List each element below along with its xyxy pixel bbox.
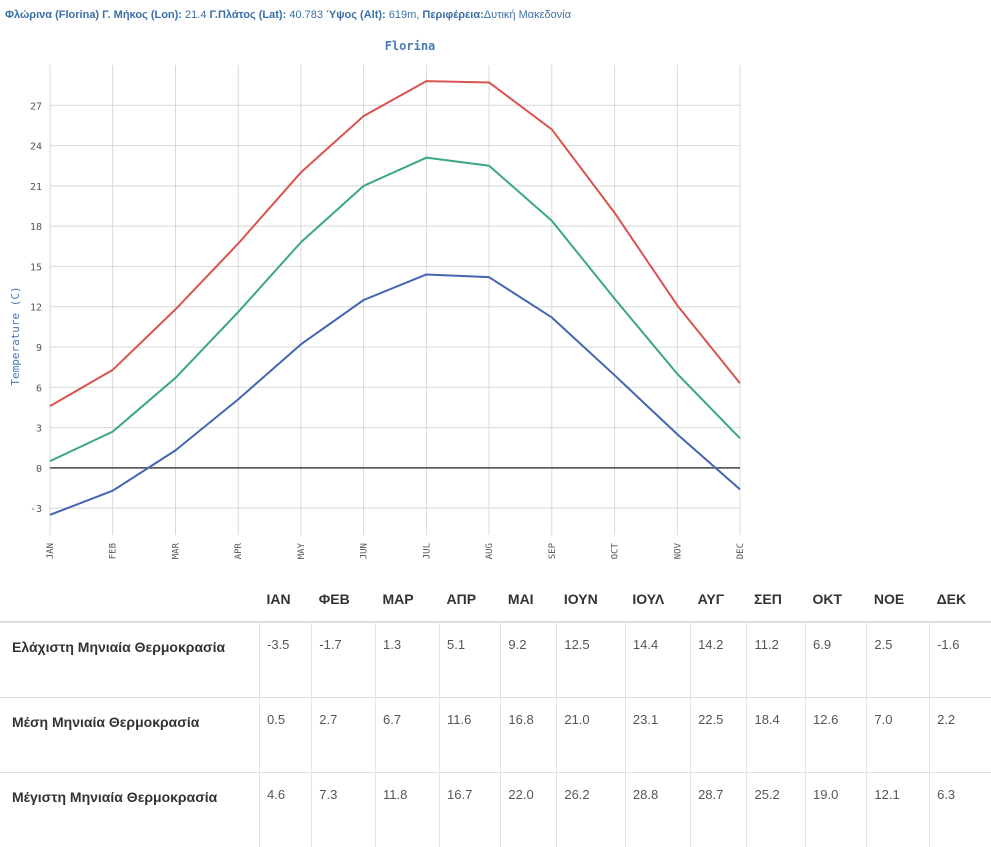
table-cell: -3.5: [260, 622, 312, 698]
table-cell: 11.6: [440, 698, 501, 773]
table-cell: 7.3: [312, 773, 376, 847]
x-tick-label: MAY: [297, 542, 307, 559]
table-cell: 28.7: [691, 773, 747, 847]
y-tick-label: 9: [36, 343, 42, 354]
table-cell: 4.6: [260, 773, 312, 847]
lat-value: 40.783: [289, 9, 323, 21]
x-tick-label: MAR: [171, 542, 181, 559]
y-tick-label: 6: [36, 383, 42, 394]
table-cell: 12.6: [806, 698, 867, 773]
table-cell: 9.2: [501, 622, 557, 698]
x-tick-label: AUG: [485, 543, 495, 559]
table-cell: 0.5: [260, 698, 312, 773]
month-header: ΔΕΚ: [930, 576, 991, 622]
alt-value: 619m,: [389, 9, 420, 21]
table-cell: -1.7: [312, 622, 376, 698]
month-header: ΙΟΥΛ: [625, 576, 690, 622]
x-tick-label: JUN: [360, 543, 370, 559]
x-tick-label: APR: [234, 542, 244, 559]
table-cell: 7.0: [867, 698, 930, 773]
region-value: Δυτική Μακεδονία: [484, 9, 571, 21]
station-label: Φλώρινα (Florina) Γ. Μήκος (Lon):: [5, 9, 182, 21]
table-cell: 6.3: [930, 773, 991, 847]
y-tick-label: 27: [30, 101, 42, 112]
chart-title: Florina: [385, 39, 436, 53]
y-tick-label: 15: [30, 262, 42, 273]
series-line-0: [50, 81, 740, 406]
month-header: ΙΑΝ: [260, 576, 312, 622]
table-cell: 14.2: [691, 622, 747, 698]
x-tick-label: JUL: [422, 543, 432, 559]
month-header: ΜΑΙ: [501, 576, 557, 622]
y-tick-label: -3: [30, 504, 42, 515]
table-cell: 22.0: [501, 773, 557, 847]
table-cell: 28.8: [625, 773, 690, 847]
month-header: ΣΕΠ: [747, 576, 806, 622]
table-cell: 26.2: [557, 773, 626, 847]
alt-label: Ύψος (Alt):: [326, 9, 386, 21]
month-header: ΝΟΕ: [867, 576, 930, 622]
row-label: Ελάχιστη Μηνιαία Θερμοκρασία: [0, 622, 260, 698]
x-tick-label: SEP: [548, 542, 558, 559]
temperature-chart: -3 0 3 6 9 12 15 18 21 24 27 JAN FEB MAR APR MAY JUN JUL A…: [0, 30, 991, 570]
month-header: ΙΟΥΝ: [557, 576, 626, 622]
y-tick-label: 3: [36, 424, 42, 435]
chart-axes: -3 0 3 6 9 12 15 18 21 24 27 JAN FEB MAR APR MAY JUN JUL A…: [30, 101, 746, 559]
y-tick-label: 24: [30, 142, 42, 153]
y-tick-label: 21: [30, 182, 42, 193]
table-cell: -1.6: [930, 622, 991, 698]
table-cell: 2.5: [867, 622, 930, 698]
table-cell: 12.5: [557, 622, 626, 698]
row-label: Μέγιστη Μηνιαία Θερμοκρασία: [0, 773, 260, 847]
month-header: ΜΑΡ: [376, 576, 440, 622]
month-header: ΦΕΒ: [312, 576, 376, 622]
table-cell: 14.4: [625, 622, 690, 698]
table-cell: 12.1: [867, 773, 930, 847]
table-cell: 21.0: [557, 698, 626, 773]
month-header: ΑΠΡ: [440, 576, 501, 622]
table-cell: 22.5: [691, 698, 747, 773]
table-cell: 11.2: [747, 622, 806, 698]
month-header: ΑΥΓ: [691, 576, 747, 622]
y-tick-label: 0: [36, 464, 42, 475]
table-cell: 19.0: [806, 773, 867, 847]
table-cell: 25.2: [747, 773, 806, 847]
y-axis-label: Temperature (C): [9, 286, 22, 385]
y-tick-label: 12: [30, 303, 42, 314]
chart-series: [50, 81, 740, 515]
x-tick-label: FEB: [109, 543, 119, 559]
x-tick-label: NOV: [673, 542, 683, 559]
table-cell: 2.2: [930, 698, 991, 773]
x-tick-label: DEC: [736, 543, 746, 559]
x-tick-label: OCT: [611, 542, 621, 559]
table-cell: 23.1: [625, 698, 690, 773]
lon-value: 21.4: [185, 9, 206, 21]
lat-label: Γ.Πλάτος (Lat):: [210, 9, 287, 21]
row-label: Μέση Μηνιαία Θερμοκρασία: [0, 698, 260, 773]
table-cell: 16.7: [440, 773, 501, 847]
table-cell: 6.9: [806, 622, 867, 698]
table-cell: 5.1: [440, 622, 501, 698]
table-cell: 16.8: [501, 698, 557, 773]
table-cell: 11.8: [376, 773, 440, 847]
table-corner-cell: [0, 576, 260, 622]
table-cell: 2.7: [312, 698, 376, 773]
y-tick-label: 18: [30, 222, 42, 233]
table-cell: 6.7: [376, 698, 440, 773]
station-info-header: Φλώρινα (Florina) Γ. Μήκος (Lon): 21.4 Γ…: [5, 9, 571, 21]
series-line-1: [50, 158, 740, 461]
region-label: Περιφέρεια:: [422, 9, 483, 21]
series-line-2: [50, 274, 740, 514]
month-header: ΟΚΤ: [806, 576, 867, 622]
table-cell: 1.3: [376, 622, 440, 698]
table-cell: 18.4: [747, 698, 806, 773]
x-tick-label: JAN: [46, 543, 56, 559]
